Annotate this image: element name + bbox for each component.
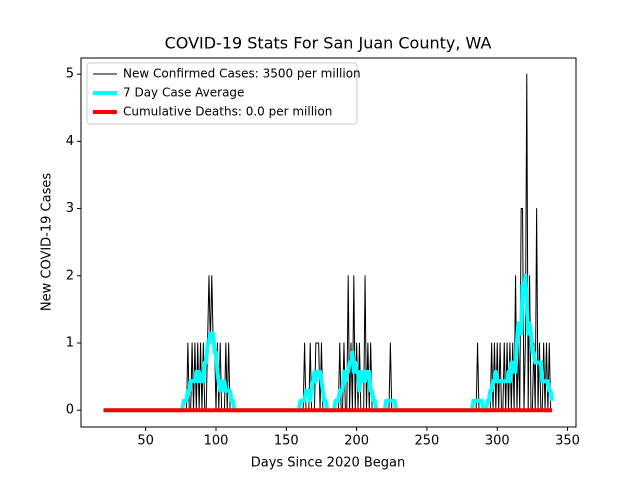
plot-area	[102, 73, 555, 413]
axes-frame	[80, 57, 577, 428]
legend-label: Cumulative Deaths: 0.0 per million	[123, 105, 332, 119]
x-tick-label: 100	[204, 434, 229, 449]
x-axis-label: Days Since 2020 Began	[251, 456, 406, 471]
x-tick-label: 50	[137, 434, 154, 449]
y-tick-label: 0	[66, 403, 74, 418]
legend: New Confirmed Cases: 3500 per million 7 D…	[86, 62, 361, 125]
x-tick-label: 250	[415, 434, 440, 449]
y-tick-label: 2	[66, 268, 74, 283]
x-tick-label: 200	[344, 434, 369, 449]
legend-label: 7 Day Case Average	[123, 86, 244, 100]
y-axis-label: New COVID-19 Cases	[40, 173, 55, 311]
legend-box	[86, 62, 358, 125]
x-tick-label: 300	[485, 434, 510, 449]
x-tick-label: 350	[555, 434, 580, 449]
x-tick-label: 150	[274, 434, 299, 449]
y-tick-label: 5	[66, 67, 74, 82]
legend-label: New Confirmed Cases: 3500 per million	[123, 67, 361, 81]
y-tick-label: 1	[66, 335, 74, 350]
y-tick-label: 4	[66, 134, 74, 149]
chart-title: COVID-19 Stats For San Juan County, WA	[165, 34, 492, 53]
y-tick-label: 3	[66, 201, 74, 216]
